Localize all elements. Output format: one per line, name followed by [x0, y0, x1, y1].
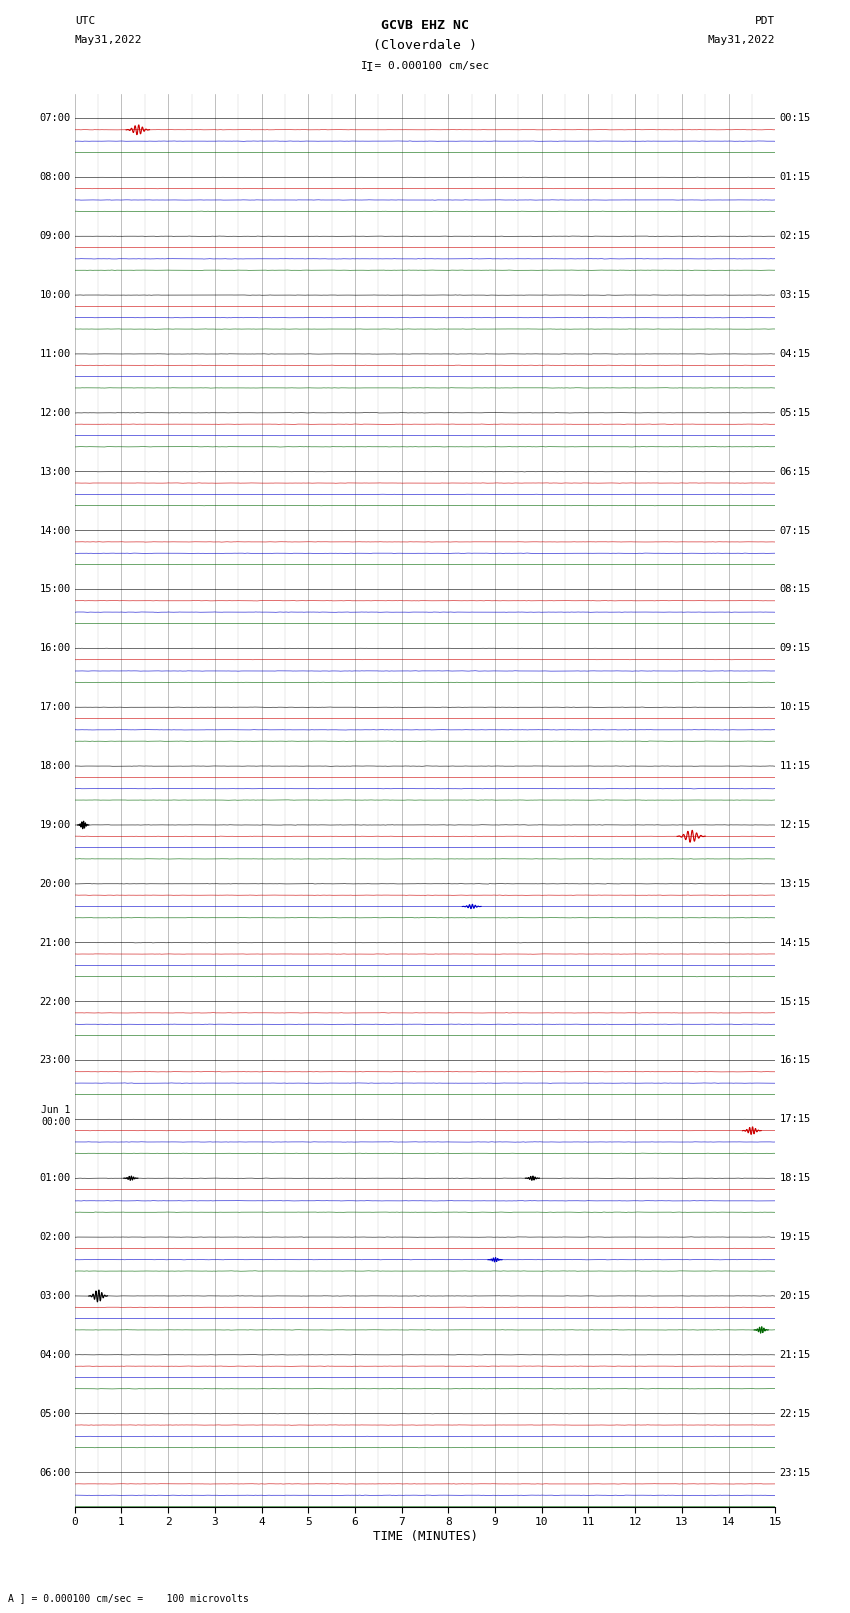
- Text: 13:15: 13:15: [779, 879, 811, 889]
- Text: I = 0.000100 cm/sec: I = 0.000100 cm/sec: [361, 61, 489, 71]
- Text: 16:00: 16:00: [39, 644, 71, 653]
- Text: 04:00: 04:00: [39, 1350, 71, 1360]
- Text: 09:00: 09:00: [39, 231, 71, 242]
- Text: 03:00: 03:00: [39, 1290, 71, 1302]
- Text: 06:00: 06:00: [39, 1468, 71, 1478]
- Text: 05:15: 05:15: [779, 408, 811, 418]
- Text: 14:00: 14:00: [39, 526, 71, 536]
- Text: 15:00: 15:00: [39, 584, 71, 595]
- Text: 09:15: 09:15: [779, 644, 811, 653]
- Text: GCVB EHZ NC: GCVB EHZ NC: [381, 19, 469, 32]
- Text: 07:15: 07:15: [779, 526, 811, 536]
- Text: 20:15: 20:15: [779, 1290, 811, 1302]
- Text: May31,2022: May31,2022: [75, 35, 142, 45]
- Text: 01:00: 01:00: [39, 1173, 71, 1184]
- Text: 12:15: 12:15: [779, 819, 811, 831]
- Text: 10:00: 10:00: [39, 290, 71, 300]
- Text: 21:00: 21:00: [39, 937, 71, 948]
- Text: 18:00: 18:00: [39, 761, 71, 771]
- Text: PDT: PDT: [755, 16, 775, 26]
- Text: 21:15: 21:15: [779, 1350, 811, 1360]
- Text: 14:15: 14:15: [779, 937, 811, 948]
- X-axis label: TIME (MINUTES): TIME (MINUTES): [372, 1529, 478, 1542]
- Text: 00:15: 00:15: [779, 113, 811, 124]
- Text: 01:15: 01:15: [779, 173, 811, 182]
- Text: 19:00: 19:00: [39, 819, 71, 831]
- Text: A ] = 0.000100 cm/sec =    100 microvolts: A ] = 0.000100 cm/sec = 100 microvolts: [8, 1594, 249, 1603]
- Text: May31,2022: May31,2022: [708, 35, 775, 45]
- Text: UTC: UTC: [75, 16, 95, 26]
- Text: 12:00: 12:00: [39, 408, 71, 418]
- Text: I: I: [366, 61, 373, 74]
- Text: 22:00: 22:00: [39, 997, 71, 1007]
- Text: 23:00: 23:00: [39, 1055, 71, 1066]
- Text: 15:15: 15:15: [779, 997, 811, 1007]
- Text: Jun 1
00:00: Jun 1 00:00: [41, 1105, 71, 1127]
- Text: (Cloverdale ): (Cloverdale ): [373, 39, 477, 52]
- Text: 13:00: 13:00: [39, 466, 71, 477]
- Text: 11:00: 11:00: [39, 348, 71, 360]
- Text: 17:15: 17:15: [779, 1115, 811, 1124]
- Text: 23:15: 23:15: [779, 1468, 811, 1478]
- Text: 16:15: 16:15: [779, 1055, 811, 1066]
- Text: 11:15: 11:15: [779, 761, 811, 771]
- Text: 20:00: 20:00: [39, 879, 71, 889]
- Text: 03:15: 03:15: [779, 290, 811, 300]
- Text: 22:15: 22:15: [779, 1408, 811, 1419]
- Text: 05:00: 05:00: [39, 1408, 71, 1419]
- Text: 08:00: 08:00: [39, 173, 71, 182]
- Text: 04:15: 04:15: [779, 348, 811, 360]
- Text: 06:15: 06:15: [779, 466, 811, 477]
- Text: 19:15: 19:15: [779, 1232, 811, 1242]
- Text: 18:15: 18:15: [779, 1173, 811, 1184]
- Text: 10:15: 10:15: [779, 702, 811, 713]
- Text: 17:00: 17:00: [39, 702, 71, 713]
- Text: 02:00: 02:00: [39, 1232, 71, 1242]
- Text: 07:00: 07:00: [39, 113, 71, 124]
- Text: 02:15: 02:15: [779, 231, 811, 242]
- Text: 08:15: 08:15: [779, 584, 811, 595]
